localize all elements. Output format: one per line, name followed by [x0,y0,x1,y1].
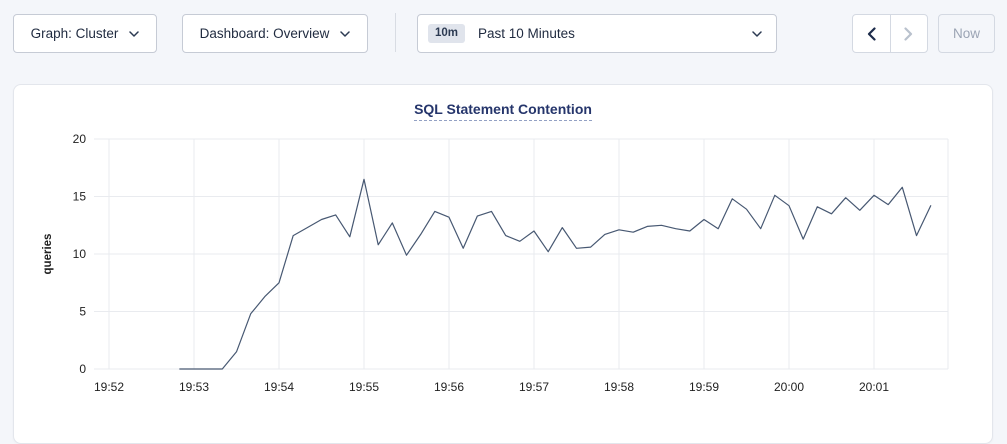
x-tick-label: 19:57 [519,380,549,394]
dashboard-dropdown-label: Dashboard: Overview [199,26,330,41]
x-tick-label: 20:00 [774,380,804,394]
chevron-down-icon [340,30,351,37]
time-forward-button[interactable] [891,15,928,52]
chart-title[interactable]: SQL Statement Contention [414,101,592,121]
graph-dropdown-label: Graph: Cluster [30,26,119,41]
x-tick-label: 19:55 [349,380,379,394]
y-tick-label: 5 [79,305,86,319]
chart-title-row: SQL Statement Contention [14,101,992,121]
y-tick-label: 0 [79,362,86,376]
chart-card: SQL Statement Contention 0 5 10 15 20 19:52 19… [13,84,993,444]
x-tick-label: 19:54 [264,380,294,394]
x-tick-label: 20:01 [859,380,889,394]
y-tick-label: 20 [73,132,87,146]
time-nav-group [852,14,928,53]
time-range-badge: 10m [428,23,466,44]
time-range-label: Past 10 Minutes [478,26,575,41]
x-tick-label: 19:59 [689,380,719,394]
dashboard-dropdown[interactable]: Dashboard: Overview [182,14,368,53]
x-tick-label: 19:58 [604,380,634,394]
chevron-down-icon [129,30,140,37]
x-tick-label: 19:53 [179,380,209,394]
y-tick-label: 10 [73,247,87,261]
y-axis-label: queries [42,234,54,275]
chevron-down-icon [752,30,762,37]
y-tick-label: 15 [73,190,87,204]
data-line-queries [179,178,932,370]
graph-dropdown[interactable]: Graph: Cluster [13,14,157,53]
x-tick-label: 19:56 [434,380,464,394]
time-back-button[interactable] [853,15,891,52]
now-button[interactable]: Now [938,14,995,53]
chevron-left-icon [867,26,876,41]
line-chart[interactable]: 0 5 10 15 20 19:52 19:53 19:54 19:55 19:56 19:57 19… [14,85,994,433]
toolbar-divider [395,13,396,52]
x-tick-label: 19:52 [94,380,124,394]
chevron-right-icon [904,26,913,41]
time-range-dropdown[interactable]: 10m Past 10 Minutes [417,14,777,53]
toolbar: Graph: Cluster Dashboard: Overview 10m P… [0,0,1007,66]
